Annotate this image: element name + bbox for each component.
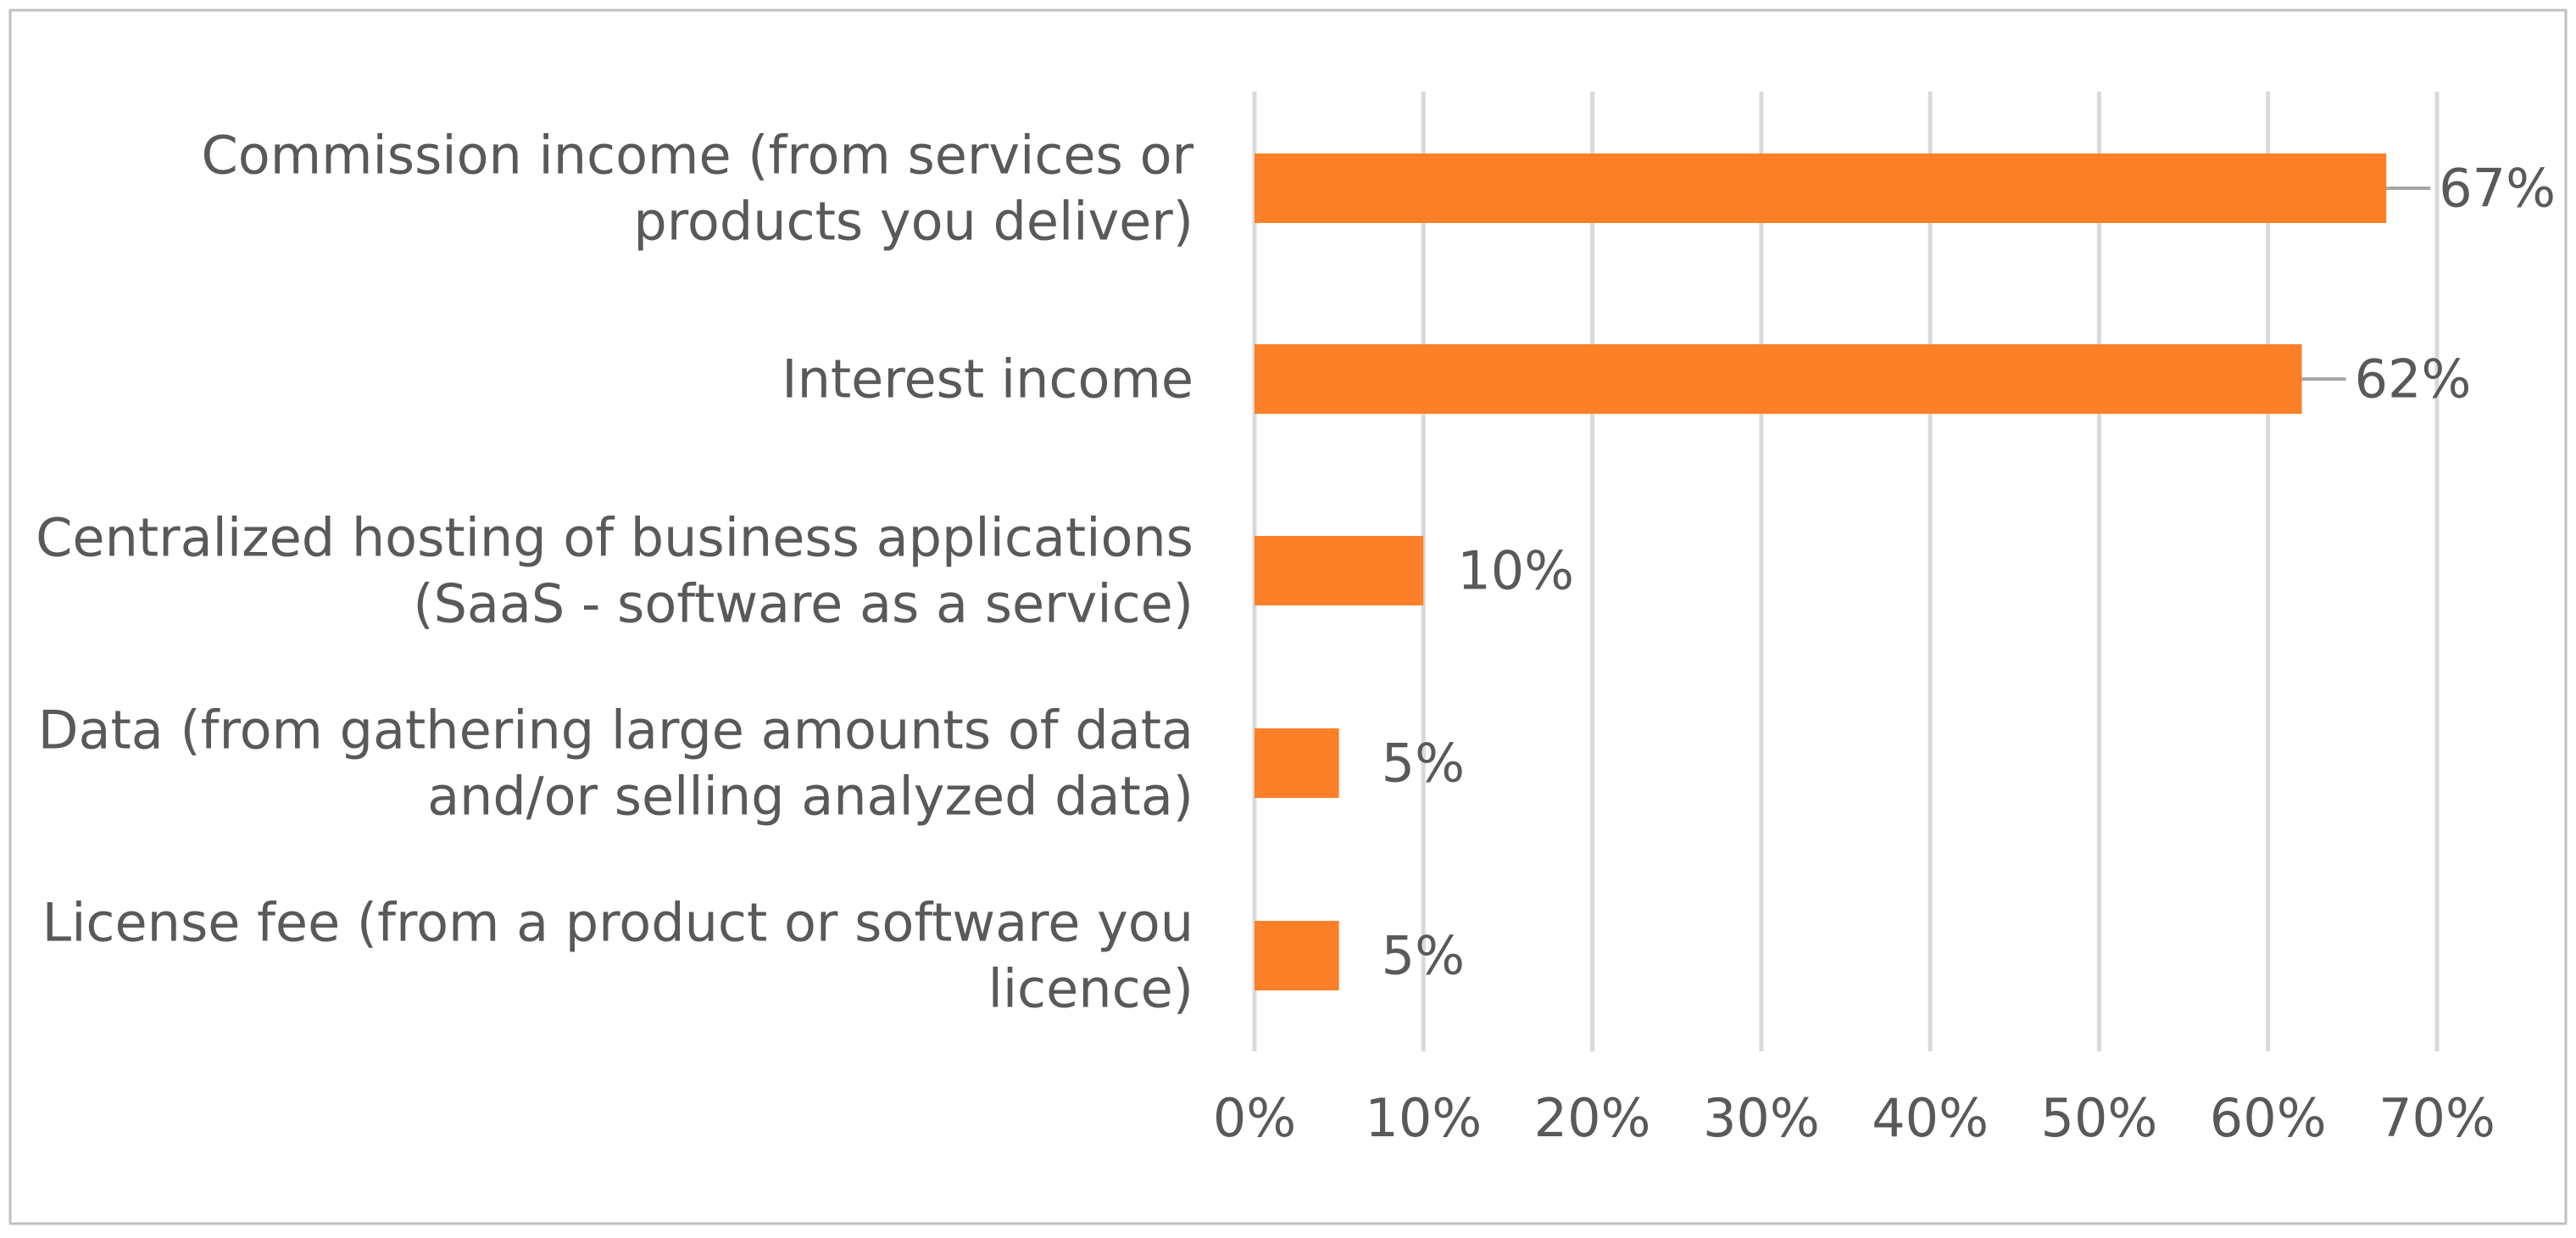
bar bbox=[1255, 728, 1339, 798]
bar bbox=[1255, 153, 2387, 223]
x-tick-label: 70% bbox=[2378, 1087, 2495, 1149]
category-label-line: Commission income (from services or bbox=[202, 125, 1194, 187]
x-tick-label: 10% bbox=[1365, 1087, 1482, 1149]
category-label-line: (SaaS - software as a service) bbox=[413, 573, 1193, 635]
x-tick-label: 20% bbox=[1534, 1087, 1651, 1149]
x-tick-label: 0% bbox=[1213, 1087, 1296, 1149]
category-label-line: licence) bbox=[988, 958, 1193, 1020]
x-tick-label: 50% bbox=[2041, 1087, 2158, 1149]
category-label: Data (from gathering large amounts of da… bbox=[38, 700, 1193, 828]
category-label: Centralized hosting of business applicat… bbox=[36, 507, 1193, 635]
category-label-line: and/or selling analyzed data) bbox=[427, 766, 1193, 828]
category-label-line: Interest income bbox=[782, 349, 1193, 410]
x-axis-tick-labels: 0% 10% 20% 30% 40% 50% 60% 70% bbox=[1213, 1087, 2495, 1149]
data-label: 5% bbox=[1382, 925, 1465, 987]
gridlines bbox=[1252, 92, 2440, 1051]
x-tick-label: 60% bbox=[2210, 1087, 2327, 1149]
data-labels: 67% 62% 10% 5% 5% bbox=[1382, 158, 2556, 987]
category-label-line: License fee (from a product or software … bbox=[42, 892, 1193, 954]
category-labels: Commission income (from services or produ… bbox=[36, 125, 1193, 1020]
data-label: 67% bbox=[2439, 158, 2556, 220]
data-label: 5% bbox=[1382, 733, 1465, 795]
bar bbox=[1255, 921, 1339, 990]
category-label-line: products you deliver) bbox=[633, 191, 1193, 253]
bar bbox=[1255, 344, 2302, 414]
data-label: 10% bbox=[1457, 540, 1574, 602]
bars bbox=[1255, 153, 2387, 990]
bar bbox=[1255, 536, 1424, 605]
category-label: License fee (from a product or software … bbox=[42, 892, 1193, 1020]
category-label-line: Data (from gathering large amounts of da… bbox=[38, 700, 1193, 761]
x-tick-label: 40% bbox=[1872, 1087, 1989, 1149]
category-label: Interest income bbox=[782, 349, 1193, 410]
category-label-line: Centralized hosting of business applicat… bbox=[36, 507, 1193, 569]
x-tick-label: 30% bbox=[1703, 1087, 1820, 1149]
category-label: Commission income (from services or produ… bbox=[202, 125, 1194, 253]
data-label: 62% bbox=[2355, 349, 2472, 410]
